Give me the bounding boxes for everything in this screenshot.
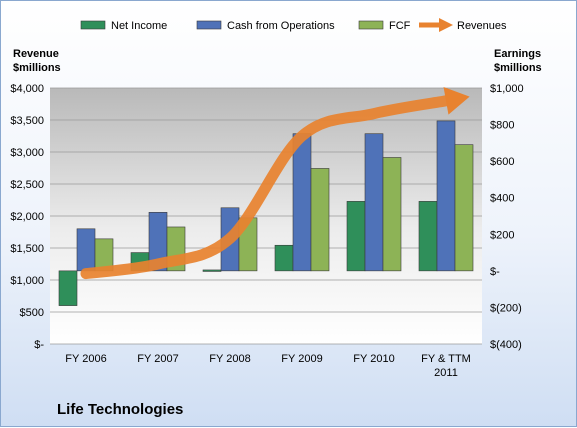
left-tick-label: $- [34, 339, 44, 351]
left-tick-label: $3,000 [10, 147, 44, 159]
x-category-label: FY 2006 [65, 353, 106, 365]
legend-label: FCF [389, 20, 411, 32]
left-tick-label: $500 [20, 307, 44, 319]
right-tick-label: $- [490, 266, 500, 278]
bar-net-income [346, 201, 366, 272]
right-tick-label: $400 [490, 193, 514, 205]
right-tick-label: $800 [490, 120, 514, 132]
x-category-label: FY & TTM [421, 353, 471, 365]
bar-net-income [274, 244, 294, 272]
x-category-label: FY 2010 [353, 353, 394, 365]
right-axis-title: Earnings [494, 48, 541, 60]
bar-cash-from-operations [76, 228, 96, 272]
bar-net-income [202, 269, 222, 272]
legend-swatch [80, 20, 106, 30]
legend-label: Net Income [111, 20, 167, 32]
x-category-label: FY 2007 [137, 353, 178, 365]
left-tick-label: $2,500 [10, 179, 44, 191]
left-tick-label: $1,000 [10, 275, 44, 287]
legend-swatch [196, 20, 222, 30]
left-axis-title: Revenue [13, 48, 59, 60]
right-tick-label: $1,000 [490, 83, 524, 95]
legend-label: Cash from Operations [227, 20, 335, 32]
left-tick-label: $2,000 [10, 211, 44, 223]
legend-swatch [358, 20, 384, 30]
bar-net-income [418, 201, 438, 272]
legend-arrow-swatch [439, 18, 453, 32]
right-tick-label: $(200) [490, 302, 522, 314]
left-tick-label: $3,500 [10, 115, 44, 127]
right-axis-title: $millions [494, 62, 542, 74]
bar-cash-from-operations [364, 133, 384, 272]
right-tick-label: $(400) [490, 339, 522, 351]
x-category-label: FY 2008 [209, 353, 250, 365]
revenues-arrowhead [443, 87, 470, 115]
revenues-line [80, 95, 452, 280]
left-axis-title: $millions [13, 62, 61, 74]
bar-cash-from-operations [292, 133, 312, 272]
x-category-label: 2011 [434, 367, 458, 379]
left-tick-label: $1,500 [10, 243, 44, 255]
bar-fcf [310, 168, 330, 272]
right-tick-label: $200 [490, 229, 514, 241]
chart-title: Life Technologies [57, 401, 183, 418]
left-tick-label: $4,000 [10, 83, 44, 95]
bar-net-income [58, 270, 78, 306]
legend-label: Revenues [457, 20, 507, 32]
bar-cash-from-operations [436, 120, 456, 272]
x-category-label: FY 2009 [281, 353, 322, 365]
bar-fcf [382, 157, 402, 272]
right-tick-label: $600 [490, 156, 514, 168]
bar-fcf [454, 144, 474, 272]
